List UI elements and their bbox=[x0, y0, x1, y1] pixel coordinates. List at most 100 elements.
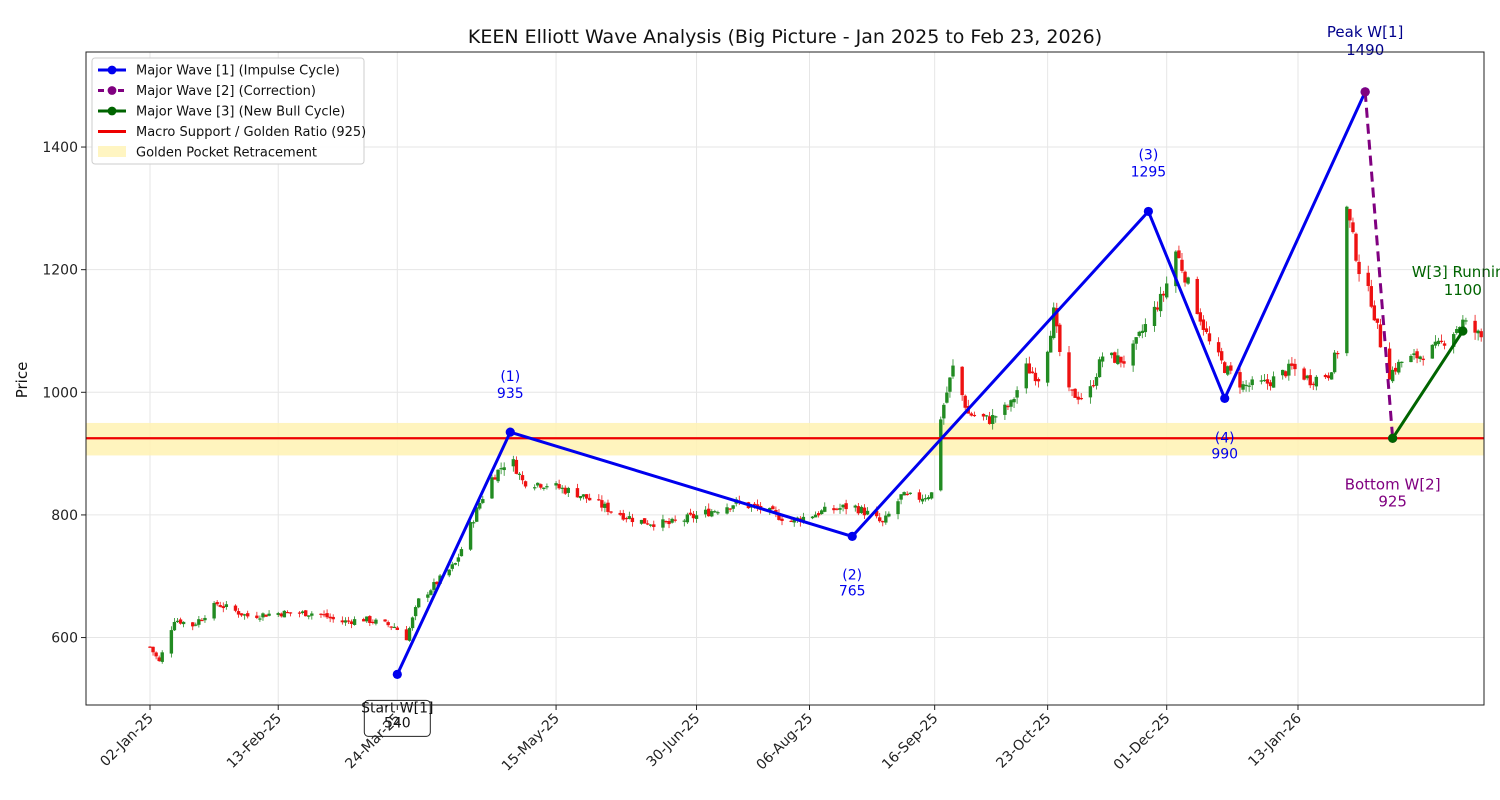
candle-body bbox=[1430, 344, 1435, 359]
candle-body bbox=[258, 618, 262, 620]
candle-body bbox=[1097, 359, 1102, 378]
candle-body bbox=[181, 621, 186, 625]
y-tick-label: 1000 bbox=[42, 385, 78, 401]
candle-body bbox=[649, 524, 653, 526]
candle-body bbox=[1207, 333, 1212, 342]
candle-body bbox=[566, 487, 570, 493]
legend-marker bbox=[107, 106, 117, 116]
candle-body bbox=[175, 620, 180, 622]
y-axis-title: Price bbox=[13, 362, 31, 399]
candle-body bbox=[1006, 405, 1010, 408]
candle-body bbox=[984, 415, 989, 417]
candle-body bbox=[368, 616, 372, 623]
candle-body bbox=[493, 477, 497, 480]
candle-body bbox=[597, 499, 601, 501]
candle-body bbox=[1076, 396, 1080, 400]
candle-body bbox=[264, 614, 268, 617]
candle-body bbox=[987, 416, 992, 424]
candle-body bbox=[514, 459, 519, 474]
candle-body bbox=[233, 605, 238, 611]
candle-body bbox=[307, 615, 311, 617]
candle-body bbox=[1241, 384, 1245, 390]
candle-body bbox=[1009, 400, 1013, 407]
candle-body bbox=[502, 467, 506, 471]
candle-body bbox=[304, 610, 308, 617]
candle-body bbox=[212, 603, 216, 619]
candle-body bbox=[169, 630, 174, 654]
candle-body bbox=[172, 621, 177, 631]
annotation-label: (2) bbox=[842, 567, 862, 583]
candle-body bbox=[435, 581, 439, 585]
candle-body bbox=[349, 621, 354, 625]
candle-body bbox=[939, 419, 943, 491]
candle-body bbox=[389, 626, 393, 628]
candle-body bbox=[1375, 318, 1380, 323]
wave-line-3 bbox=[1391, 330, 1465, 440]
annotation-value: 1490 bbox=[1346, 41, 1384, 59]
candle-body bbox=[490, 477, 494, 499]
candle-body bbox=[1329, 372, 1334, 380]
candle-body bbox=[1140, 330, 1144, 334]
candle-body bbox=[151, 646, 155, 653]
candle-body bbox=[478, 503, 482, 509]
candle-body bbox=[276, 613, 280, 615]
candle-body bbox=[542, 487, 546, 489]
candle-body bbox=[667, 521, 671, 525]
candle-body bbox=[731, 505, 735, 509]
candle-body bbox=[267, 613, 271, 616]
annotation-label: (4) bbox=[1215, 430, 1235, 446]
candle-body bbox=[887, 513, 891, 517]
candle-body bbox=[352, 619, 357, 625]
candle-body bbox=[841, 504, 845, 508]
candle-body bbox=[157, 657, 161, 662]
x-tick-label: 23-Oct-25 bbox=[993, 711, 1054, 772]
candle-body bbox=[1439, 340, 1444, 342]
candle-body bbox=[917, 492, 922, 500]
candle-body bbox=[410, 617, 415, 629]
candle-body bbox=[429, 590, 433, 595]
candle-body bbox=[881, 521, 885, 523]
candle-body bbox=[1158, 293, 1163, 312]
candle-body bbox=[1198, 312, 1202, 322]
candle-body bbox=[1348, 209, 1352, 221]
candle-body bbox=[1357, 261, 1361, 275]
wave-point bbox=[1143, 206, 1153, 217]
candle-body bbox=[554, 483, 558, 486]
candle-body bbox=[771, 506, 775, 510]
candle-body bbox=[383, 619, 387, 622]
wave-lines bbox=[392, 87, 1468, 679]
candle-body bbox=[499, 468, 503, 470]
candle-body bbox=[951, 365, 955, 377]
candle-body bbox=[392, 626, 396, 629]
candle-body bbox=[652, 524, 656, 527]
candle-body bbox=[606, 502, 610, 512]
candle-body bbox=[1476, 330, 1480, 334]
candle-body bbox=[523, 481, 528, 487]
candle-body bbox=[386, 622, 390, 626]
candle-body bbox=[990, 415, 995, 424]
candle-body bbox=[816, 513, 821, 516]
candle-body bbox=[707, 508, 711, 517]
candle-body bbox=[618, 512, 622, 515]
candle-body bbox=[624, 518, 628, 520]
candle-body bbox=[1464, 320, 1468, 322]
wave-line-2 bbox=[1363, 91, 1395, 439]
candle-body bbox=[1268, 382, 1273, 387]
candle-body bbox=[1305, 375, 1309, 379]
candle-body bbox=[218, 605, 222, 607]
candle-body bbox=[1293, 363, 1297, 370]
candle-body bbox=[224, 604, 229, 608]
candle-body bbox=[404, 629, 409, 641]
candle-body bbox=[691, 513, 696, 519]
candle-body bbox=[627, 516, 632, 519]
candle-body bbox=[557, 484, 561, 489]
candle-body bbox=[1436, 340, 1441, 345]
y-tick-label: 800 bbox=[51, 508, 78, 524]
candle-body bbox=[1165, 283, 1169, 298]
candle-body bbox=[972, 414, 977, 417]
candle-body bbox=[832, 508, 836, 511]
candle-body bbox=[661, 519, 665, 528]
candle-body bbox=[362, 619, 366, 622]
candle-body bbox=[621, 513, 625, 520]
candle-body bbox=[600, 500, 604, 508]
